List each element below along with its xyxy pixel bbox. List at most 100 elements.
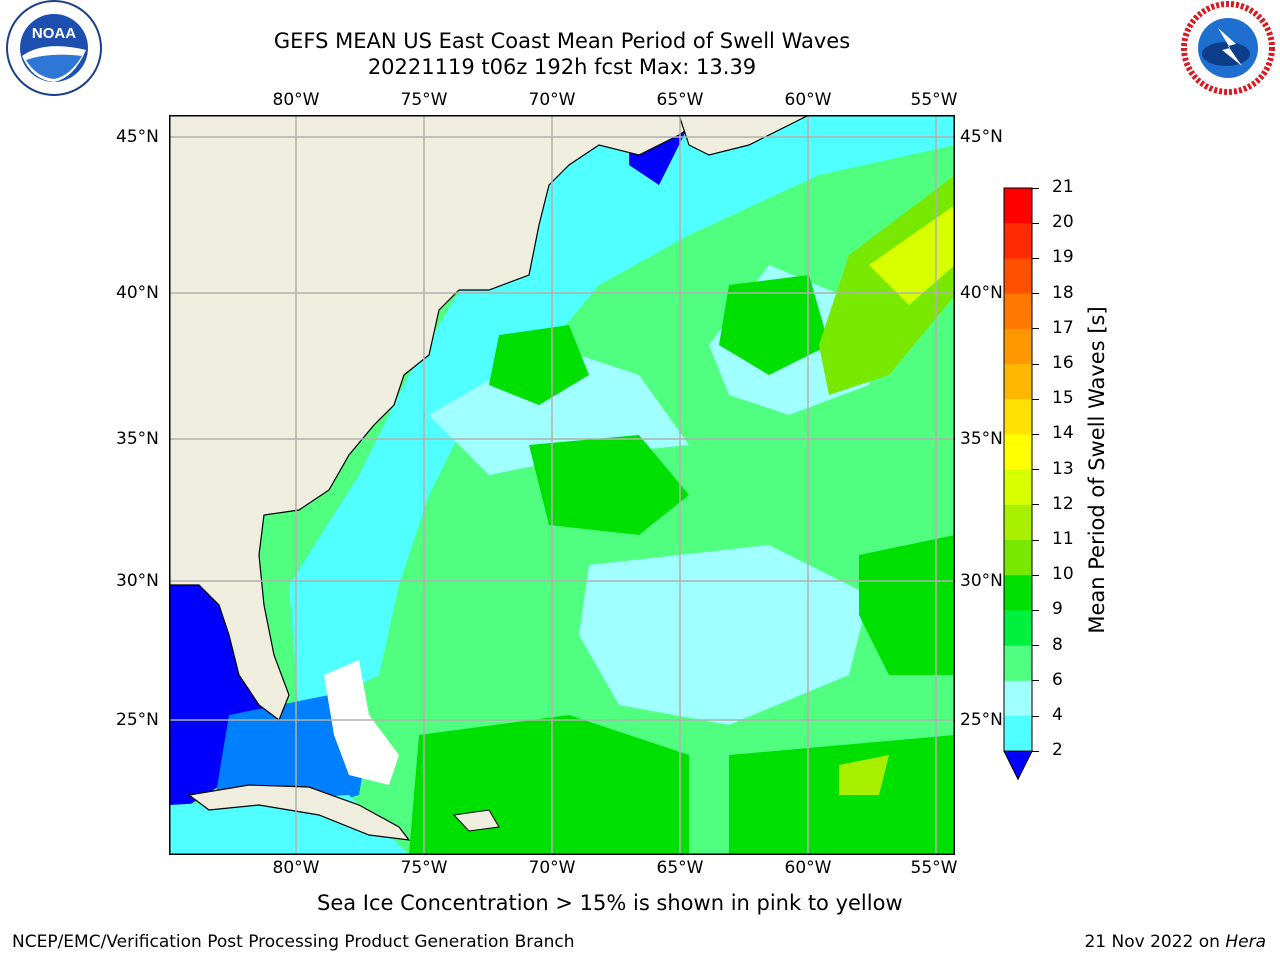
noaa-logo: NOAA bbox=[6, 0, 102, 96]
colorbar-tick-label: 16 bbox=[1052, 353, 1074, 373]
colorbar-tick-label: 18 bbox=[1052, 282, 1074, 303]
colorbar-tick-label: 19 bbox=[1052, 247, 1074, 268]
sea-ice-note: Sea Ice Concentration > 15% is shown in … bbox=[317, 891, 903, 915]
colorbar-tick-label: 13 bbox=[1052, 458, 1074, 479]
colorbar-tick-mark bbox=[1032, 187, 1039, 189]
colorbar-segment bbox=[1004, 223, 1032, 259]
lon-label-bottom-60w: 60°W bbox=[784, 858, 832, 878]
lat-label-right-25n: 25°N bbox=[960, 710, 1003, 730]
swell-field-green-2 bbox=[529, 435, 689, 535]
colorbar-label: Mean Period of Swell Waves [s] bbox=[1085, 306, 1109, 634]
lat-label-left-30n: 30°N bbox=[116, 571, 159, 591]
lon-label-top-80w: 80°W bbox=[272, 90, 320, 110]
colorbar-segment bbox=[1004, 258, 1032, 295]
land-maritimes bbox=[678, 115, 810, 156]
chart-subtitle: 20221119 t06z 192h fcst Max: 13.39 bbox=[367, 55, 757, 79]
lat-label-right-35n: 35°N bbox=[960, 429, 1003, 449]
colorbar-tick-label: 6 bbox=[1052, 669, 1063, 690]
lat-label-left-45n: 45°N bbox=[116, 127, 159, 147]
colorbar-tick-label: 17 bbox=[1052, 317, 1074, 338]
colorbar-segment bbox=[1004, 188, 1032, 224]
colorbar-tick-mark bbox=[1032, 680, 1039, 682]
swell-field-green-3 bbox=[719, 275, 829, 375]
lat-label-left-35n: 35°N bbox=[116, 429, 159, 449]
chart-title: GEFS MEAN US East Coast Mean Period of S… bbox=[273, 29, 851, 53]
lon-label-top-70w: 70°W bbox=[528, 90, 576, 110]
lon-label-bottom-55w: 55°W bbox=[910, 858, 958, 878]
footer-date: 21 Nov 2022 on Hera bbox=[1084, 932, 1266, 952]
colorbar-tick-label: 10 bbox=[1052, 564, 1074, 585]
footer-branch: NCEP/EMC/Verification Post Processing Pr… bbox=[12, 932, 575, 952]
colorbar-tick-label: 12 bbox=[1052, 493, 1074, 514]
colorbar-tick-mark bbox=[1032, 328, 1039, 330]
lon-label-top-55w: 55°W bbox=[910, 90, 958, 110]
land-cuba bbox=[187, 784, 411, 841]
lat-label-right-40n: 40°N bbox=[960, 283, 1003, 303]
colorbar-tick-mark bbox=[1032, 398, 1039, 400]
colorbar-tick-mark bbox=[1032, 222, 1039, 224]
colorbar-segment bbox=[1004, 680, 1032, 717]
colorbar-tick-label: 14 bbox=[1052, 423, 1074, 444]
colorbar-segment bbox=[1004, 575, 1032, 611]
footer-date-text: 21 Nov 2022 on bbox=[1084, 932, 1220, 952]
colorbar-segment bbox=[1004, 610, 1032, 647]
colorbar-tick-mark bbox=[1032, 574, 1039, 576]
colorbar-tick-mark bbox=[1032, 469, 1039, 471]
colorbar-tick-mark bbox=[1032, 257, 1039, 259]
colorbar-tick-mark bbox=[1032, 363, 1039, 365]
colorbar-tick-mark bbox=[1032, 293, 1039, 295]
graticule bbox=[169, 115, 955, 855]
lat-label-right-45n: 45°N bbox=[960, 127, 1003, 147]
swell-field-central-light bbox=[579, 545, 869, 725]
colorbar-segment bbox=[1004, 469, 1032, 506]
swell-field-green-1 bbox=[489, 325, 589, 405]
colorbar bbox=[1003, 187, 1033, 781]
colorbar-tick-label: 21 bbox=[1052, 177, 1074, 197]
colorbar-tick-label: 11 bbox=[1052, 529, 1074, 549]
colorbar-segment bbox=[1004, 716, 1032, 752]
lat-label-right-30n: 30°N bbox=[960, 571, 1003, 591]
svg-text:NOAA: NOAA bbox=[32, 25, 76, 42]
lon-label-bottom-75w: 75°W bbox=[400, 858, 448, 878]
swell-field-south-patch bbox=[839, 755, 889, 795]
colorbar-tick-label: 20 bbox=[1052, 212, 1074, 233]
land-hispaniola bbox=[452, 809, 500, 832]
colorbar-tick-mark bbox=[1032, 715, 1039, 717]
colorbar-tick-mark bbox=[1032, 750, 1039, 752]
colorbar-segment bbox=[1004, 645, 1032, 682]
nws-logo bbox=[1181, 1, 1275, 95]
lon-label-bottom-65w: 65°W bbox=[656, 858, 704, 878]
map-panel bbox=[169, 115, 955, 855]
lat-label-left-40n: 40°N bbox=[116, 283, 159, 303]
land-north-america bbox=[169, 115, 711, 721]
colorbar-tick-mark bbox=[1032, 539, 1039, 541]
lon-label-top-65w: 65°W bbox=[656, 90, 704, 110]
colorbar-extend-arrow bbox=[1003, 750, 1033, 781]
colorbar-tick-label: 2 bbox=[1052, 740, 1063, 761]
lon-label-bottom-80w: 80°W bbox=[272, 858, 320, 878]
colorbar-tick-label: 9 bbox=[1052, 599, 1063, 620]
colorbar-tick-label: 8 bbox=[1052, 634, 1063, 655]
footer-host: Hera bbox=[1225, 932, 1266, 952]
colorbar-tick-label: 4 bbox=[1052, 705, 1063, 725]
lat-label-left-25n: 25°N bbox=[116, 710, 159, 730]
colorbar-segment bbox=[1004, 328, 1032, 365]
lon-label-bottom-70w: 70°W bbox=[528, 858, 576, 878]
swell-field-near-coast bbox=[289, 115, 955, 715]
lon-label-top-60w: 60°W bbox=[784, 90, 832, 110]
colorbar-tick-mark bbox=[1032, 433, 1039, 435]
swell-field-green-4 bbox=[859, 535, 955, 675]
colorbar-segment bbox=[1004, 293, 1032, 330]
colorbar-tick-mark bbox=[1032, 645, 1039, 647]
lon-label-top-75w: 75°W bbox=[400, 90, 448, 110]
colorbar-tick-mark bbox=[1032, 609, 1039, 611]
swell-field-ne-max bbox=[869, 205, 955, 305]
colorbar-segment bbox=[1004, 434, 1032, 471]
colorbar-segment bbox=[1004, 504, 1032, 541]
colorbar-tick-label: 15 bbox=[1052, 388, 1074, 409]
colorbar-segment bbox=[1004, 364, 1032, 400]
shallow-bahamas bbox=[324, 660, 399, 785]
colorbar-segment bbox=[1004, 540, 1032, 576]
colorbar-tick-mark bbox=[1032, 504, 1039, 506]
colorbar-segment bbox=[1004, 399, 1032, 435]
